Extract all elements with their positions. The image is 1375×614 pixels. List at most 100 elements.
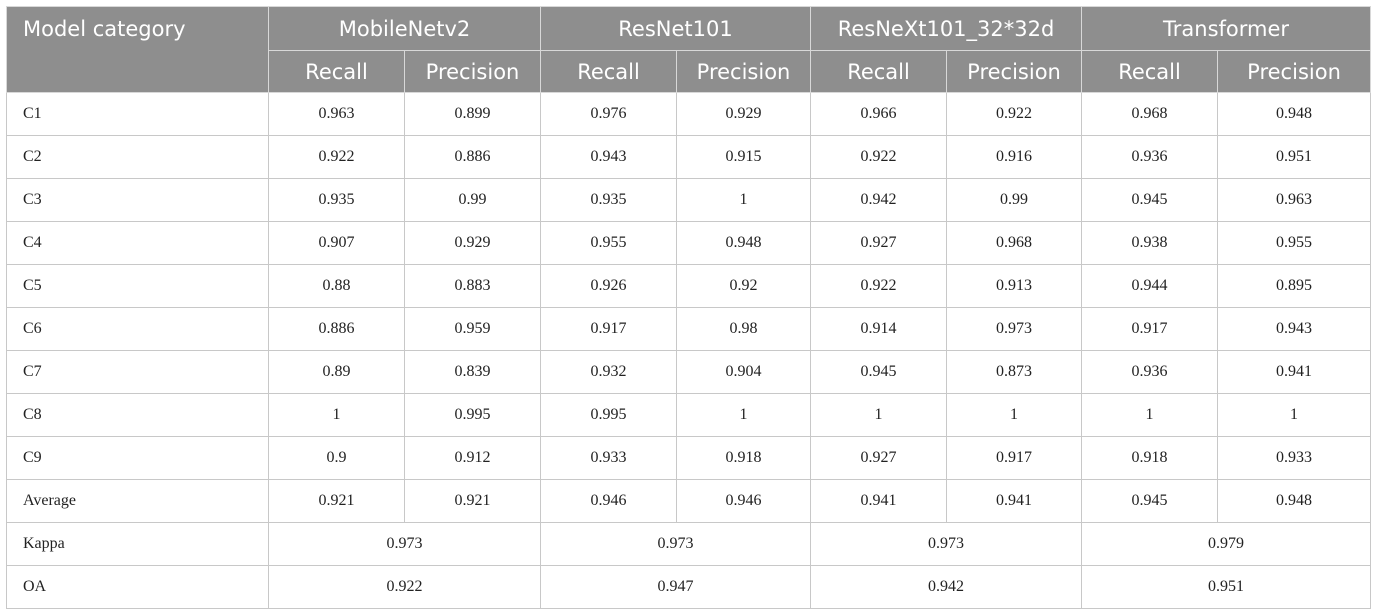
- table-cell: 0.951: [1081, 565, 1372, 609]
- table-cell: 1: [676, 178, 812, 222]
- table-row: C5 0.88 0.883 0.926 0.92 0.922 0.913 0.944 0.895: [6, 264, 1372, 308]
- table-cell: 0.959: [403, 307, 542, 351]
- table-cell: 0.968: [1081, 92, 1219, 136]
- table-cell: 0.973: [267, 522, 542, 566]
- table-cell: 0.966: [810, 92, 948, 136]
- table-cell: 0.917: [946, 436, 1083, 480]
- table-cell: 0.921: [403, 479, 542, 523]
- table-cell: 0.948: [676, 221, 812, 265]
- summary-row: OA 0.922 0.947 0.942 0.951: [6, 565, 1372, 609]
- header-cell: ResNeXt101_32*32d: [810, 6, 1083, 51]
- table-cell: 0.973: [540, 522, 812, 566]
- table-cell: 0.945: [1081, 178, 1219, 222]
- table-cell: 1: [946, 393, 1083, 437]
- table-cell: 0.933: [540, 436, 678, 480]
- header-cell: Recall: [1081, 50, 1219, 93]
- row-label: Kappa: [6, 522, 269, 566]
- table-cell: 0.927: [810, 436, 948, 480]
- table-cell: 0.968: [946, 221, 1083, 265]
- table-cell: 0.926: [540, 264, 678, 308]
- row-label: C7: [6, 350, 269, 394]
- table-cell: 0.99: [403, 178, 542, 222]
- table-cell: 0.89: [268, 350, 405, 394]
- table-cell: 0.941: [810, 479, 948, 523]
- row-label: C6: [6, 307, 269, 351]
- table-cell: 0.995: [540, 393, 678, 437]
- table-cell: 0.98: [676, 307, 812, 351]
- table-cell: 0.914: [810, 307, 948, 351]
- header-cell: MobileNetv2: [267, 6, 542, 51]
- table-cell: 0.912: [403, 436, 542, 480]
- table-cell: 0.922: [810, 135, 948, 179]
- table-cell: 1: [1081, 393, 1219, 437]
- table-cell: 0.913: [946, 264, 1083, 308]
- table-cell: 0.963: [268, 92, 405, 136]
- table-cell: 0.9: [268, 436, 405, 480]
- table-cell: 0.918: [676, 436, 812, 480]
- table-row: C9 0.9 0.912 0.933 0.918 0.927 0.917 0.918 0.933: [6, 436, 1372, 480]
- table-cell: 0.948: [1217, 92, 1372, 136]
- row-label: C8: [6, 393, 269, 437]
- table-cell: 0.945: [810, 350, 948, 394]
- table-cell: 0.935: [268, 178, 405, 222]
- table-cell: 0.839: [403, 350, 542, 394]
- table-row: C3 0.935 0.99 0.935 1 0.942 0.99 0.945 0.963: [6, 178, 1372, 222]
- summary-row: Kappa 0.973 0.973 0.973 0.979: [6, 522, 1372, 566]
- table-row: C2 0.922 0.886 0.943 0.915 0.922 0.916 0.936 0.9…: [6, 135, 1372, 179]
- header-cell: Model category: [6, 6, 269, 93]
- table-cell: 0.929: [403, 221, 542, 265]
- table-cell: 0.946: [540, 479, 678, 523]
- table-cell: 0.922: [268, 135, 405, 179]
- row-label: C5: [6, 264, 269, 308]
- table-cell: 0.88: [268, 264, 405, 308]
- table-cell: 0.946: [676, 479, 812, 523]
- table-cell: 0.942: [810, 565, 1083, 609]
- table-cell: 0.943: [1217, 307, 1372, 351]
- table-cell: 0.899: [403, 92, 542, 136]
- header-row: Recall Precision Recall Precision Recall Prec…: [7, 50, 1372, 93]
- table-row: C1 0.963 0.899 0.976 0.929 0.966 0.922 0.968 0.9…: [6, 92, 1372, 136]
- table-cell: 0.963: [1217, 178, 1372, 222]
- row-label: Average: [6, 479, 269, 523]
- header-cell: Precision: [946, 50, 1083, 93]
- table-cell: 0.929: [676, 92, 812, 136]
- table-body: C1 0.963 0.899 0.976 0.929 0.966 0.922 0.968 0.9…: [6, 92, 1372, 609]
- header-cell: Recall: [268, 50, 405, 93]
- row-label: C9: [6, 436, 269, 480]
- table-cell: 0.935: [540, 178, 678, 222]
- row-label: OA: [6, 565, 269, 609]
- table-cell: 0.933: [1217, 436, 1372, 480]
- table-cell: 0.904: [676, 350, 812, 394]
- table-row: C7 0.89 0.839 0.932 0.904 0.945 0.873 0.936 0.94…: [6, 350, 1372, 394]
- table-row: Average 0.921 0.921 0.946 0.946 0.941 0.941 0.9…: [6, 479, 1372, 523]
- header-cell: Precision: [403, 50, 542, 93]
- header-cell: Precision: [676, 50, 812, 93]
- header-cell: Recall: [810, 50, 948, 93]
- header-cell: ResNet101: [540, 6, 812, 51]
- table-row: C4 0.907 0.929 0.955 0.948 0.927 0.968 0.938 0.9…: [6, 221, 1372, 265]
- table-cell: 0.942: [810, 178, 948, 222]
- table-cell: 0.907: [268, 221, 405, 265]
- table-cell: 0.976: [540, 92, 678, 136]
- table-cell: 0.943: [540, 135, 678, 179]
- header-row: Model category MobileNetv2 ResNet101 ResNe…: [6, 6, 1372, 93]
- table-cell: 0.948: [1217, 479, 1372, 523]
- header-cell: Precision: [1217, 50, 1372, 93]
- header-cell: Recall: [540, 50, 678, 93]
- table-row: C8 1 0.995 0.995 1 1 1 1 1: [6, 393, 1372, 437]
- table-cell: 0.945: [1081, 479, 1219, 523]
- table-cell: 0.944: [1081, 264, 1219, 308]
- header-cell: Transformer: [1081, 6, 1372, 51]
- table-cell: 1: [1217, 393, 1372, 437]
- table-cell: 0.92: [676, 264, 812, 308]
- table-cell: 0.927: [810, 221, 948, 265]
- row-label: C1: [6, 92, 269, 136]
- table-cell: 0.936: [1081, 350, 1219, 394]
- table-cell: 0.922: [267, 565, 542, 609]
- table-cell: 0.873: [946, 350, 1083, 394]
- table-cell: 0.941: [946, 479, 1083, 523]
- table-cell: 0.917: [1081, 307, 1219, 351]
- table-cell: 0.99: [946, 178, 1083, 222]
- row-label: C2: [6, 135, 269, 179]
- table-cell: 0.995: [403, 393, 542, 437]
